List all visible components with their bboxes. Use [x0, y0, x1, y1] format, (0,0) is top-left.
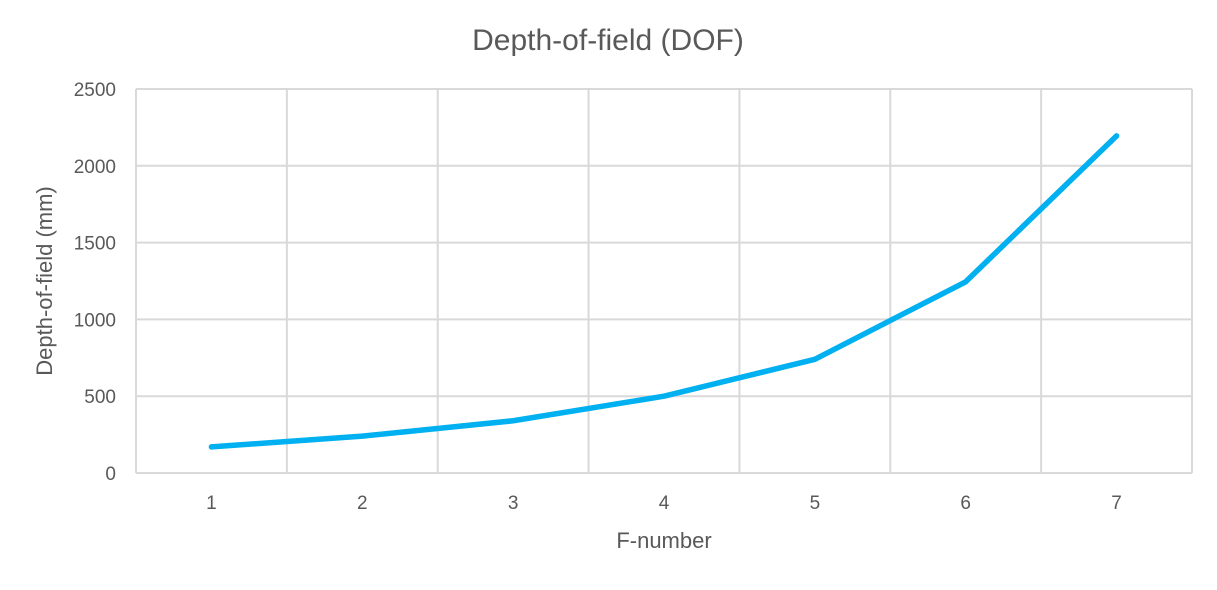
data-point	[963, 279, 969, 285]
chart-title: Depth-of-field (DOF)	[472, 24, 744, 57]
data-point	[661, 393, 667, 399]
x-tick-label: 5	[810, 493, 821, 514]
grid-layer	[135, 88, 1193, 474]
data-point	[359, 433, 365, 439]
y-axis-title: Depth-of-field (mm)	[32, 186, 57, 375]
y-tick-label: 2000	[74, 157, 116, 178]
y-tick-label: 500	[84, 387, 116, 408]
x-tick-label: 6	[960, 493, 971, 514]
data-point	[812, 356, 818, 362]
y-tick-label: 2500	[74, 80, 116, 101]
x-axis-title: F-number	[616, 528, 711, 553]
data-point	[1114, 133, 1120, 139]
y-tick-label: 0	[105, 464, 116, 485]
y-tick-label: 1000	[74, 310, 116, 331]
data-point	[510, 418, 516, 424]
x-tick-label: 7	[1111, 493, 1122, 514]
data-point	[208, 444, 214, 450]
x-tick-labels: 1 2 3 4 5 6 7	[206, 493, 1122, 514]
x-tick-label: 2	[357, 493, 368, 514]
x-tick-label: 1	[206, 493, 217, 514]
x-tick-label: 4	[659, 493, 670, 514]
y-tick-labels: 0 500 1000 1500 2000 2500	[74, 80, 116, 485]
series-line	[208, 133, 1120, 450]
series-layer	[208, 133, 1120, 450]
y-tick-label: 1500	[74, 234, 116, 255]
x-tick-label: 3	[508, 493, 519, 514]
